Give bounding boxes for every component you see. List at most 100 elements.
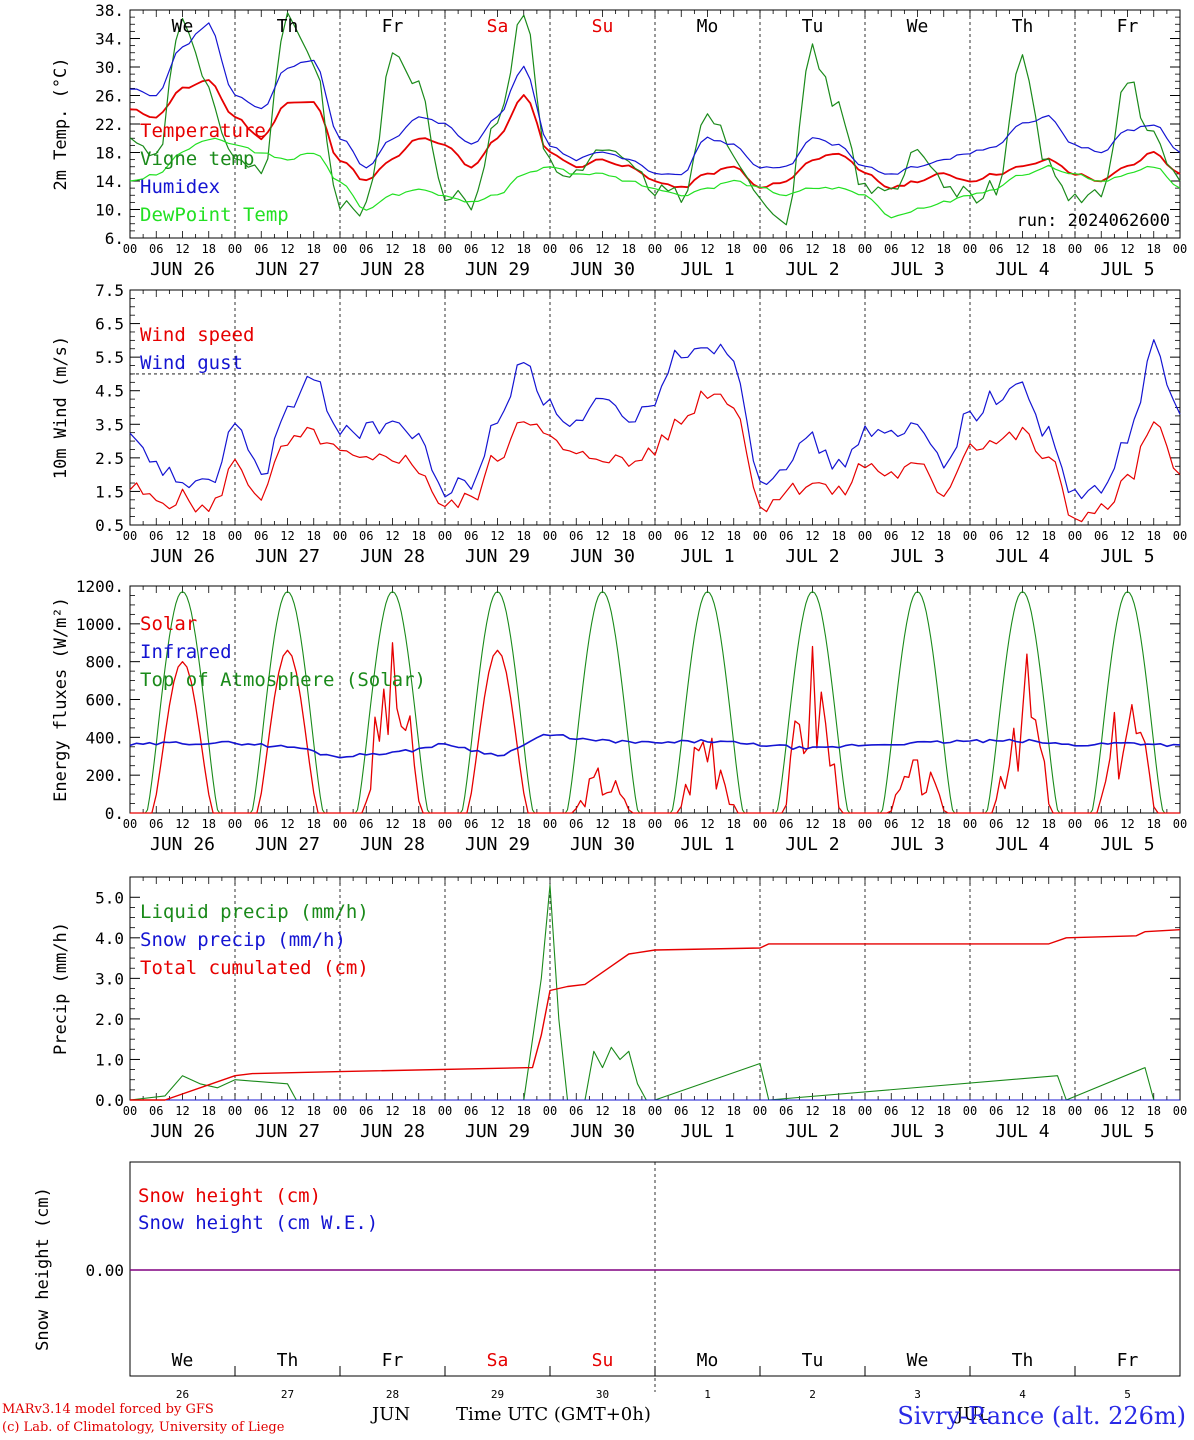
panel-0-date-label: JUN 30: [570, 259, 635, 280]
panel-3-date-label: JUL 4: [995, 1121, 1049, 1142]
panel-2-hour-label: 00: [648, 817, 662, 831]
panel-1-ytick-label: 3.5: [95, 415, 124, 434]
panel-3-hour-label: 00: [123, 1104, 137, 1118]
panel-1-hour-label: 18: [937, 529, 951, 543]
panel-2-hour-label: 00: [438, 817, 452, 831]
panel-3-hour-label: 18: [1147, 1104, 1161, 1118]
panel-1-hour-label: 12: [1015, 529, 1029, 543]
panel-1-hour-label: 18: [1042, 529, 1056, 543]
temp-series-1: [129, 12, 1181, 226]
panel-1-hour-label: 06: [569, 529, 583, 543]
day-name-bottom: Fr: [1117, 1350, 1139, 1371]
panel-3-hour-label: 18: [1042, 1104, 1056, 1118]
panel-3-ytick-label: 3.0: [95, 969, 124, 988]
panel-3-legend-1: Snow precip (mm/h): [140, 929, 346, 951]
panel-3-hour-label: 00: [1173, 1104, 1187, 1118]
panel-1-ytick-label: 5.5: [95, 348, 124, 367]
panel-0-hour-label: 18: [727, 242, 741, 256]
panel-3-hour-label: 06: [884, 1104, 898, 1118]
panel-3-hour-label: 00: [858, 1104, 872, 1118]
day-name-bottom: We: [172, 1350, 194, 1371]
panel-1-hour-label: 12: [910, 529, 924, 543]
day-name-bottom: Th: [277, 1350, 299, 1371]
panel-0-legend-0: Temperature: [140, 120, 266, 142]
panel-0-hour-label: 00: [438, 242, 452, 256]
panel-1-hour-label: 00: [438, 529, 452, 543]
panel-2-hour-label: 12: [175, 817, 189, 831]
panel-0-hour-label: 06: [149, 242, 163, 256]
panel-1-date-label: JUN 30: [570, 546, 635, 567]
panel-0-hour-label: 12: [385, 242, 399, 256]
panel-2-hour-label: 12: [490, 817, 504, 831]
day-name-top: Th: [277, 16, 299, 37]
panel-2-hour-label: 00: [858, 817, 872, 831]
panel-2-ytick-label: 400.: [85, 728, 124, 747]
panel-1-hour-label: 18: [412, 529, 426, 543]
panel-2-ytick-label: 200.: [85, 766, 124, 785]
panel-0-hour-label: 18: [412, 242, 426, 256]
panel-3-hour-label: 12: [805, 1104, 819, 1118]
panel-1-hour-label: 06: [1094, 529, 1108, 543]
day-name-bottom: Sa: [487, 1350, 509, 1371]
panel-3-hour-label: 06: [149, 1104, 163, 1118]
panel-2-hour-label: 18: [412, 817, 426, 831]
temp-series-3: [129, 137, 1181, 219]
panel-0-ytick-label: 38.: [95, 1, 124, 20]
panel-0-hour-label: 06: [359, 242, 373, 256]
panel-3-ytick-label: 2.0: [95, 1010, 124, 1029]
panel-2-date-label: JUN 26: [150, 834, 215, 855]
panel-3-hour-label: 12: [595, 1104, 609, 1118]
lab-credit: (c) Lab. of Climatology, University of L…: [2, 1420, 285, 1435]
panel-2-hour-label: 00: [543, 817, 557, 831]
panel-3-hour-label: 00: [333, 1104, 347, 1118]
panel-2-hour-label: 18: [937, 817, 951, 831]
station-label: Sivry-Rance (alt. 226m): [897, 1402, 1186, 1430]
panel-0-ytick-label: 22.: [95, 115, 124, 134]
panel-1-date-label: JUN 27: [255, 546, 320, 567]
panel-1-ytick-label: 6.5: [95, 315, 124, 334]
panel-3-legend-2: Total cumulated (cm): [140, 957, 369, 979]
panel-2-ytick-label: 1200.: [76, 577, 124, 596]
panel-3-date-label: JUN 27: [255, 1121, 320, 1142]
panel-0-ytick-label: 6.: [105, 229, 124, 248]
panel-2-hour-label: 00: [963, 817, 977, 831]
panel-3-hour-label: 06: [989, 1104, 1003, 1118]
panel-2-hour-label: 06: [464, 817, 478, 831]
panel-1-hour-label: 18: [202, 529, 216, 543]
panel-2-date-label: JUL 3: [890, 834, 944, 855]
surface-solar-series: [130, 642, 1180, 814]
panel-3-hour-label: 12: [280, 1104, 294, 1118]
panel-0-ytick-label: 14.: [95, 172, 124, 191]
day-name-top: Th: [1012, 16, 1034, 37]
panel-2-hour-label: 12: [700, 817, 714, 831]
panel-2-hour-label: 12: [280, 817, 294, 831]
panel-2-hour-label: 18: [622, 817, 636, 831]
panel-2-hour-label: 12: [1015, 817, 1029, 831]
temp-series-0: [129, 79, 1181, 190]
panel-1-hour-label: 18: [727, 529, 741, 543]
panel-2-hour-label: 18: [1042, 817, 1056, 831]
panel-3-hour-label: 18: [412, 1104, 426, 1118]
panel-1-legend-0: Wind speed: [140, 324, 254, 346]
panel-3-date-label: JUN 28: [360, 1121, 425, 1142]
panel-1-hour-label: 18: [307, 529, 321, 543]
panel-2-hour-label: 18: [517, 817, 531, 831]
panel-0-hour-label: 12: [910, 242, 924, 256]
time-axis-label: Time UTC (GMT+0h): [456, 1404, 651, 1425]
day-number-bottom: 1: [704, 1388, 711, 1401]
panel-2-hour-label: 18: [727, 817, 741, 831]
panel-2-hour-label: 18: [832, 817, 846, 831]
precip-series-0: [129, 884, 1180, 1101]
panel-3-hour-label: 06: [569, 1104, 583, 1118]
panel-3-hour-label: 00: [963, 1104, 977, 1118]
panel-3-hour-label: 06: [779, 1104, 793, 1118]
panel-3-hour-label: 00: [753, 1104, 767, 1118]
day-name-top: Tu: [802, 16, 824, 37]
panel-2-hour-label: 06: [779, 817, 793, 831]
panel-0-hour-label: 00: [1173, 242, 1187, 256]
panel-3-hour-label: 12: [175, 1104, 189, 1118]
day-name-bottom: Tu: [802, 1350, 824, 1371]
infrared-series: [129, 733, 1181, 759]
panel-1-hour-label: 12: [175, 529, 189, 543]
